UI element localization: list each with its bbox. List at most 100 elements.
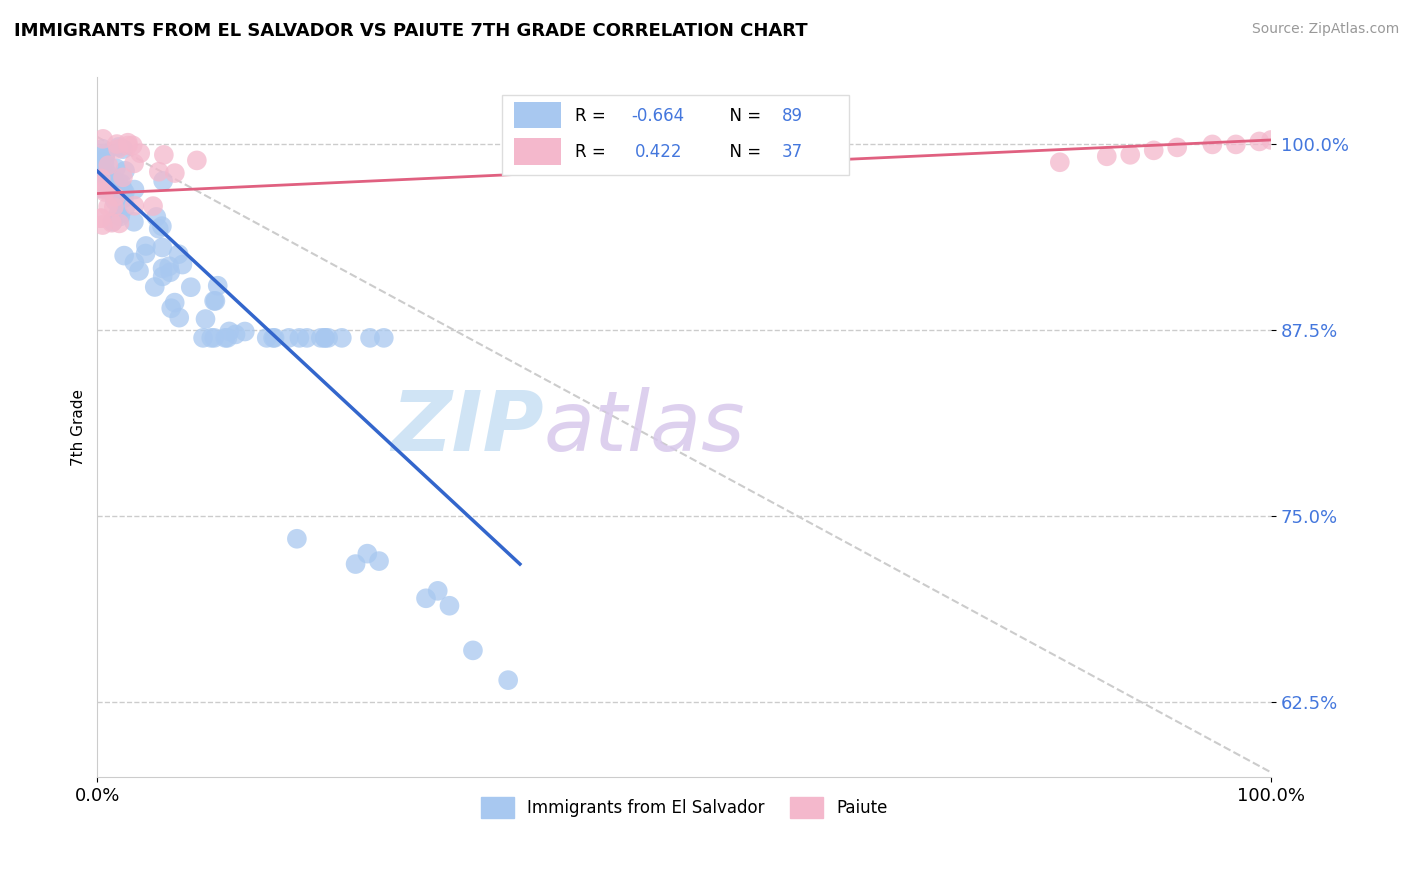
Point <box>129 146 152 161</box>
Point <box>117 138 139 153</box>
Point <box>225 327 247 342</box>
Text: R =: R = <box>575 107 612 125</box>
Point <box>330 331 353 345</box>
Point <box>90 181 112 195</box>
Point <box>94 185 117 199</box>
Point <box>124 255 146 269</box>
Point <box>262 331 284 345</box>
Point <box>121 138 143 153</box>
Point <box>309 331 332 345</box>
Text: 0.422: 0.422 <box>636 144 682 161</box>
Point <box>152 174 174 188</box>
Point <box>104 187 127 202</box>
Point <box>107 208 129 222</box>
Point <box>90 211 112 226</box>
Point <box>1249 135 1271 149</box>
Point <box>172 258 194 272</box>
Point <box>152 269 174 284</box>
Point <box>207 278 229 293</box>
Point <box>90 160 112 174</box>
Point <box>122 215 145 229</box>
Text: N =: N = <box>720 107 766 125</box>
Text: ZIP: ZIP <box>391 386 543 467</box>
Point <box>167 247 190 261</box>
Point <box>167 310 190 325</box>
Point <box>288 331 311 345</box>
Point <box>148 221 170 235</box>
Point <box>128 264 150 278</box>
Point <box>124 199 146 213</box>
Point <box>1225 137 1247 152</box>
Point <box>157 259 180 273</box>
Point <box>316 331 339 345</box>
Point <box>114 163 136 178</box>
Point <box>124 183 146 197</box>
Point <box>91 142 114 156</box>
Point <box>233 325 256 339</box>
Point <box>496 673 519 687</box>
Point <box>256 331 278 345</box>
Point <box>112 191 135 205</box>
Point <box>142 199 165 213</box>
Point <box>163 295 186 310</box>
Text: R =: R = <box>575 144 612 161</box>
Point <box>186 153 208 168</box>
Point <box>263 331 285 345</box>
Point <box>461 643 484 657</box>
Point <box>100 175 122 189</box>
Point <box>344 557 367 571</box>
Point <box>439 599 461 613</box>
Point <box>1166 140 1188 154</box>
Point <box>368 554 391 568</box>
Point <box>145 210 167 224</box>
Point <box>159 265 181 279</box>
Point <box>107 140 129 154</box>
Point <box>90 171 112 186</box>
Point <box>314 331 336 345</box>
Point <box>285 532 308 546</box>
Point <box>143 280 166 294</box>
Point <box>94 182 117 196</box>
FancyBboxPatch shape <box>515 138 561 165</box>
Point <box>98 184 121 198</box>
Point <box>415 591 437 606</box>
Point <box>202 293 225 308</box>
Point <box>135 246 157 260</box>
Point <box>93 166 115 180</box>
Point <box>104 190 127 204</box>
Point <box>101 182 124 196</box>
Point <box>160 301 183 316</box>
Point <box>97 158 120 172</box>
Point <box>180 280 202 294</box>
Point <box>194 312 217 326</box>
Point <box>110 177 132 191</box>
Point <box>163 166 186 180</box>
Point <box>108 177 131 191</box>
Text: 37: 37 <box>782 144 803 161</box>
Legend: Immigrants from El Salvador, Paiute: Immigrants from El Salvador, Paiute <box>474 791 894 824</box>
Point <box>90 211 112 226</box>
Point <box>122 156 145 170</box>
Point <box>108 216 131 230</box>
Point <box>94 146 117 161</box>
Point <box>314 331 336 345</box>
Point <box>117 136 139 150</box>
Point <box>135 239 157 253</box>
Point <box>97 200 120 214</box>
Point <box>1119 148 1142 162</box>
Point <box>153 148 176 162</box>
Point <box>91 132 114 146</box>
Point <box>150 219 173 234</box>
Point <box>103 200 125 214</box>
Point <box>96 165 118 179</box>
Point <box>103 173 125 187</box>
Point <box>100 216 122 230</box>
Point <box>110 210 132 224</box>
Point <box>191 331 214 345</box>
Point <box>104 194 127 208</box>
FancyBboxPatch shape <box>515 102 561 128</box>
Point <box>112 249 135 263</box>
Point <box>90 178 112 192</box>
Point <box>114 186 136 200</box>
Point <box>217 331 239 345</box>
